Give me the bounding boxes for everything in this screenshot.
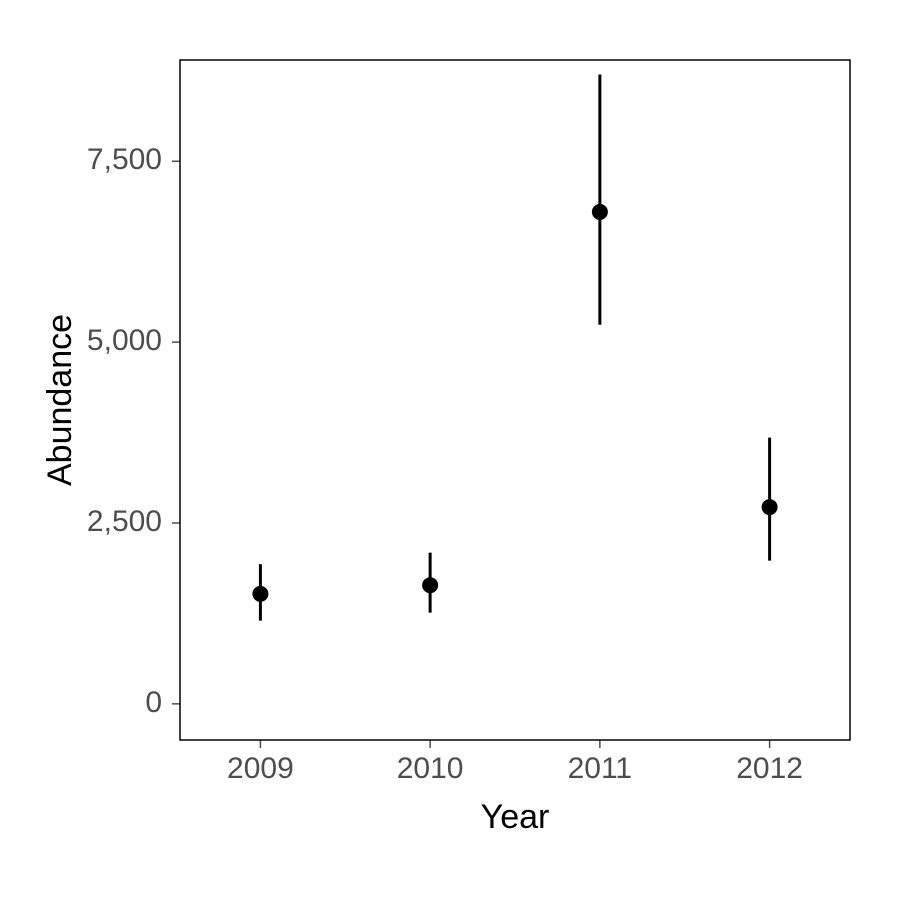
y-tick-label: 7,500 bbox=[87, 143, 162, 176]
abundance-chart: 0 2,500 5,000 7,500 2009 2010 2011 2012 Abundanc… bbox=[0, 0, 900, 900]
y-axis-title: Abundance bbox=[41, 314, 79, 486]
data-point bbox=[252, 586, 268, 602]
x-tick-label: 2009 bbox=[227, 752, 294, 785]
y-tick-label: 2,500 bbox=[87, 505, 162, 538]
data-point bbox=[592, 204, 608, 220]
x-tick-label: 2012 bbox=[736, 752, 803, 785]
x-axis-title: Year bbox=[481, 798, 550, 836]
data-point bbox=[762, 499, 778, 515]
chart-svg: 0 2,500 5,000 7,500 2009 2010 2011 2012 Abundanc… bbox=[0, 0, 900, 900]
x-tick-label: 2010 bbox=[397, 752, 464, 785]
data-point bbox=[422, 577, 438, 593]
y-tick-label: 5,000 bbox=[87, 324, 162, 357]
x-tick-label: 2011 bbox=[568, 752, 633, 785]
y-tick-label: 0 bbox=[145, 686, 162, 719]
